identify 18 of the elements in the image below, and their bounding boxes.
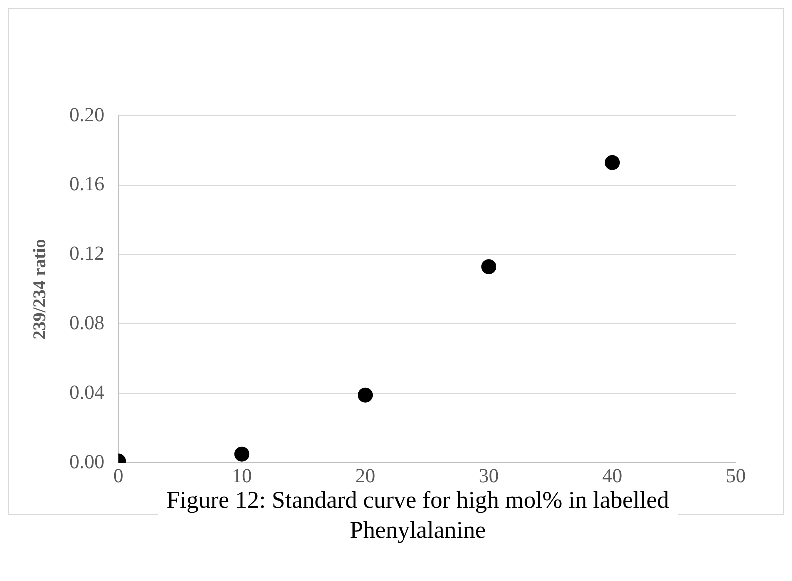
x-tick-label: 10	[232, 465, 252, 488]
x-tick-label: 0	[114, 465, 124, 488]
point	[358, 388, 374, 403]
x-tick-label: 40	[602, 465, 623, 488]
x-tick-label: 50	[726, 465, 746, 488]
y-tick-label: 0.20	[70, 104, 105, 126]
caption: Figure 12: Standard curve for high mol% in labelled Phenylalanine	[158, 486, 678, 546]
y-tick-label: 0.12	[70, 243, 105, 266]
y-tick-label: 0.00	[70, 451, 105, 474]
x-tick-label: 20	[356, 465, 376, 488]
y-tick-label: 0.08	[70, 312, 105, 334]
point	[234, 446, 250, 462]
y-axis-title: 239/234 ratio	[29, 239, 50, 340]
y-tick-label: 0.16	[70, 174, 105, 196]
point	[605, 155, 620, 170]
x-tick-label: 30	[479, 465, 500, 488]
point	[482, 259, 497, 274]
y-tick-label: 0.04	[70, 382, 105, 404]
